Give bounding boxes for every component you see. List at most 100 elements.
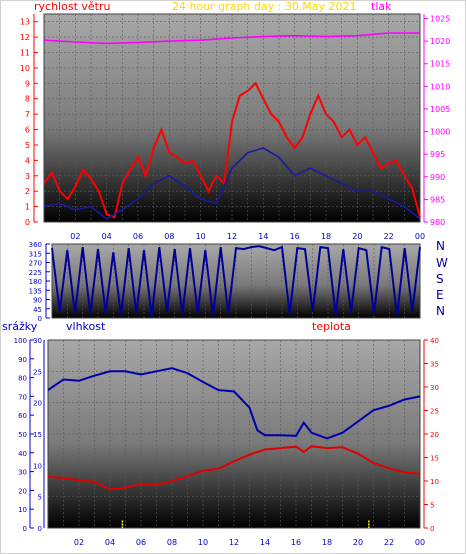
compass-s: S	[436, 272, 444, 286]
x-tick-label: 04	[105, 538, 115, 547]
x-tick-label: 22	[384, 538, 394, 547]
right-axis-label: 1025	[430, 15, 450, 24]
left-axis-label: 12	[20, 33, 30, 42]
wind-direction-line	[51, 245, 421, 318]
x-tick-label: 18	[322, 538, 332, 547]
temperature-label: teplota	[312, 320, 351, 333]
x-tick-label: 22	[384, 232, 394, 241]
temp-axis-label: 30	[430, 384, 439, 392]
right-axis-label: 990	[430, 173, 445, 182]
x-tick-label: 04	[102, 232, 112, 241]
x-tick-label: 16	[290, 232, 300, 241]
precip-axis-label: 60	[18, 412, 27, 420]
x-tick-label: 02	[74, 538, 84, 547]
x-tick-label: 14	[258, 232, 268, 241]
right-axis-label: 1010	[430, 82, 450, 91]
humidity-line	[47, 367, 421, 440]
precip-axis-label: 30	[18, 469, 27, 477]
left-axis-label: 0	[25, 218, 30, 227]
right-axis-label: 1015	[430, 60, 450, 69]
precip-axis-label: 40	[18, 450, 27, 458]
direction-axis-label: 180	[29, 278, 42, 286]
humidity-axis-label: 15	[33, 431, 42, 439]
left-axis-label: 7	[25, 110, 30, 119]
precip-axis-label: 80	[18, 375, 27, 383]
precip-axis-label: 0	[23, 525, 27, 533]
humidity-axis-label: 10	[33, 462, 42, 470]
humidity-axis-label: 30	[33, 337, 42, 345]
x-tick-label: 02	[70, 232, 80, 241]
right-axis-label: 1005	[430, 105, 450, 114]
wind-pressure-chart: 02 04 06 08 10 12 14 16 18 20 22 000123456789101112…	[20, 14, 450, 241]
humidity-temperature-chart: 02 04 06 08 10 12 14 16 18 20 22 000102030405060708…	[14, 337, 439, 547]
left-axis-label: 3	[25, 172, 30, 181]
compass-n-bottom: N	[436, 304, 445, 318]
left-axis-label: 11	[20, 49, 30, 58]
compass-e: E	[436, 288, 444, 302]
direction-axis-label: 90	[33, 297, 42, 305]
left-axis-label: 10	[20, 64, 30, 73]
temp-axis-label: 25	[430, 408, 439, 416]
humidity-axis-label: 20	[33, 400, 42, 408]
temp-axis-label: 15	[430, 455, 439, 463]
humidity-axis-label: 0	[38, 525, 42, 533]
left-axis-label: 8	[25, 95, 30, 104]
humidity-axis-label: 25	[33, 368, 42, 376]
direction-axis-label: 45	[33, 306, 42, 314]
humidity-label: vlhkost	[66, 320, 106, 333]
x-tick-label: 20	[352, 232, 362, 241]
compass-n-top: N	[436, 239, 445, 253]
wind-speed-label: rychlost větru	[34, 0, 110, 13]
precip-axis-label: 20	[18, 487, 27, 495]
temp-axis-label: 20	[430, 431, 439, 439]
x-tick-label: 20	[353, 538, 363, 547]
humidity-axis-label: 5	[38, 494, 42, 502]
x-tick-label: 10	[196, 232, 206, 241]
compass-w: W	[436, 256, 448, 270]
x-tick-label: 00	[415, 538, 425, 547]
left-axis-label: 9	[25, 79, 30, 88]
x-tick-label: 14	[260, 538, 270, 547]
right-axis-label: 1020	[430, 37, 450, 46]
temperature-line	[47, 445, 421, 491]
left-axis-label: 4	[25, 156, 30, 165]
left-axis-label: 6	[25, 126, 30, 135]
precip-label: srážky	[2, 320, 38, 333]
temp-axis-label: 0	[430, 525, 434, 533]
direction-axis-label: 225	[29, 269, 42, 277]
precip-axis-label: 10	[18, 506, 27, 514]
temp-axis-label: 35	[430, 361, 439, 369]
x-tick-label: 00	[415, 232, 425, 241]
x-tick-label: 18	[321, 232, 331, 241]
pressure-line	[43, 32, 420, 45]
precip-axis-label: 100	[14, 337, 27, 345]
direction-axis-label: 270	[29, 260, 42, 268]
precip-axis-label: 50	[18, 431, 27, 439]
right-axis-label: 980	[430, 218, 445, 227]
wind_gust-line	[43, 81, 421, 219]
x-tick-label: 10	[198, 538, 208, 547]
left-axis-label: 1	[25, 203, 30, 212]
right-axis-label: 1000	[430, 128, 450, 137]
x-tick-label: 12	[227, 232, 237, 241]
left-axis-label: 2	[25, 187, 30, 196]
wind_avg-line	[43, 147, 421, 220]
temp-axis-label: 10	[430, 478, 439, 486]
chart-title: 24 hour graph day : 30.May 2021	[172, 0, 357, 13]
x-tick-label: 06	[133, 232, 143, 241]
direction-axis-label: 135	[29, 287, 42, 295]
pressure-label: tlak	[371, 0, 392, 13]
x-tick-label: 08	[167, 538, 177, 547]
right-axis-label: 985	[430, 195, 445, 204]
x-tick-label: 12	[229, 538, 239, 547]
x-tick-label: 16	[291, 538, 301, 547]
direction-axis-label: 0	[38, 315, 42, 323]
precip-axis-label: 70	[18, 393, 27, 401]
temp-axis-label: 5	[430, 502, 434, 510]
direction-axis-label: 360	[29, 241, 42, 249]
precip-axis-label: 90	[18, 356, 27, 364]
left-axis-label: 13	[20, 18, 30, 27]
